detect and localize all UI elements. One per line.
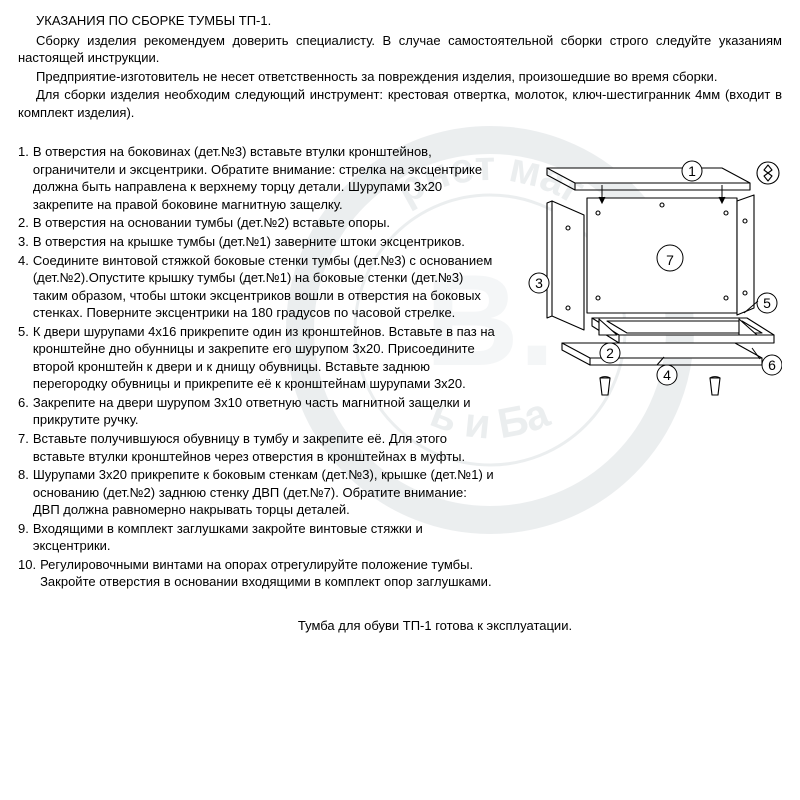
step-item: 9.Входящими в комплект заглушками закрой… bbox=[18, 520, 496, 555]
document-title: УКАЗАНИЯ ПО СБОРКЕ ТУМБЫ ТП-1. bbox=[18, 12, 782, 30]
callout-6: 6 bbox=[768, 357, 776, 373]
assembly-diagram: 1 2 3 4 5 6 7 bbox=[492, 143, 782, 433]
intro-paragraph-3: Для сборки изделия необходим следующий и… bbox=[18, 86, 782, 121]
step-item: 7.Вставьте получившуюся обувницу в тумбу… bbox=[18, 430, 496, 465]
final-note: Тумба для обуви ТП-1 готова к эксплуатац… bbox=[18, 617, 782, 635]
callout-4: 4 bbox=[663, 367, 671, 383]
step-text: В отверстия на боковинах (дет.№3) вставь… bbox=[33, 143, 496, 213]
intro-paragraph-2: Предприятие-изготовитель не несет ответс… bbox=[18, 68, 782, 86]
step-item: 5.К двери шурупами 4х16 прикрепите один … bbox=[18, 323, 496, 393]
assembly-steps: 1.В отверстия на боковинах (дет.№3) вста… bbox=[18, 143, 496, 591]
step-number: 9. bbox=[18, 520, 33, 538]
step-text: В отверстия на основании тумбы (дет.№2) … bbox=[33, 214, 390, 232]
callout-7: 7 bbox=[666, 252, 674, 268]
step-number: 4. bbox=[18, 252, 33, 270]
step-number: 8. bbox=[18, 466, 33, 484]
step-item: 3.В отверстия на крышке тумбы (дет.№1) з… bbox=[18, 233, 496, 251]
step-text: Соедините винтовой стяжкой боковые стенк… bbox=[33, 252, 496, 322]
callout-2: 2 bbox=[606, 345, 614, 361]
callout-1: 1 bbox=[688, 163, 696, 179]
intro-paragraph-1: Сборку изделия рекомендуем доверить спец… bbox=[18, 32, 782, 67]
step-item: 1.В отверстия на боковинах (дет.№3) вста… bbox=[18, 143, 496, 213]
diagram-svg: 1 2 3 4 5 6 7 bbox=[492, 143, 782, 433]
step-item: 6.Закрепите на двери шурупом 3х10 ответн… bbox=[18, 394, 496, 429]
step-text: Вставьте получившуюся обувницу в тумбу и… bbox=[33, 430, 496, 465]
callout-5: 5 bbox=[763, 295, 771, 311]
step-text: К двери шурупами 4х16 прикрепите один из… bbox=[33, 323, 496, 393]
step-number: 10. bbox=[18, 556, 40, 574]
step-text: Регулировочными винтами на опорах отрегу… bbox=[40, 556, 496, 591]
step-number: 3. bbox=[18, 233, 33, 251]
step-number: 2. bbox=[18, 214, 33, 232]
step-item: 8.Шурупами 3х20 прикрепите к боковым сте… bbox=[18, 466, 496, 519]
step-number: 6. bbox=[18, 394, 33, 412]
step-number: 1. bbox=[18, 143, 33, 161]
step-text: Шурупами 3х20 прикрепите к боковым стенк… bbox=[33, 466, 496, 519]
step-item: 4.Соедините винтовой стяжкой боковые сте… bbox=[18, 252, 496, 322]
header-block: УКАЗАНИЯ ПО СБОРКЕ ТУМБЫ ТП-1. Сборку из… bbox=[18, 12, 782, 121]
step-number: 5. bbox=[18, 323, 33, 341]
step-text: Закрепите на двери шурупом 3х10 ответную… bbox=[33, 394, 496, 429]
step-number: 7. bbox=[18, 430, 33, 448]
step-text: В отверстия на крышке тумбы (дет.№1) зав… bbox=[33, 233, 465, 251]
callout-3: 3 bbox=[535, 275, 543, 291]
step-text: Входящими в комплект заглушками закройте… bbox=[33, 520, 496, 555]
step-item: 2.В отверстия на основании тумбы (дет.№2… bbox=[18, 214, 496, 232]
step-item: 10.Регулировочными винтами на опорах отр… bbox=[18, 556, 496, 591]
